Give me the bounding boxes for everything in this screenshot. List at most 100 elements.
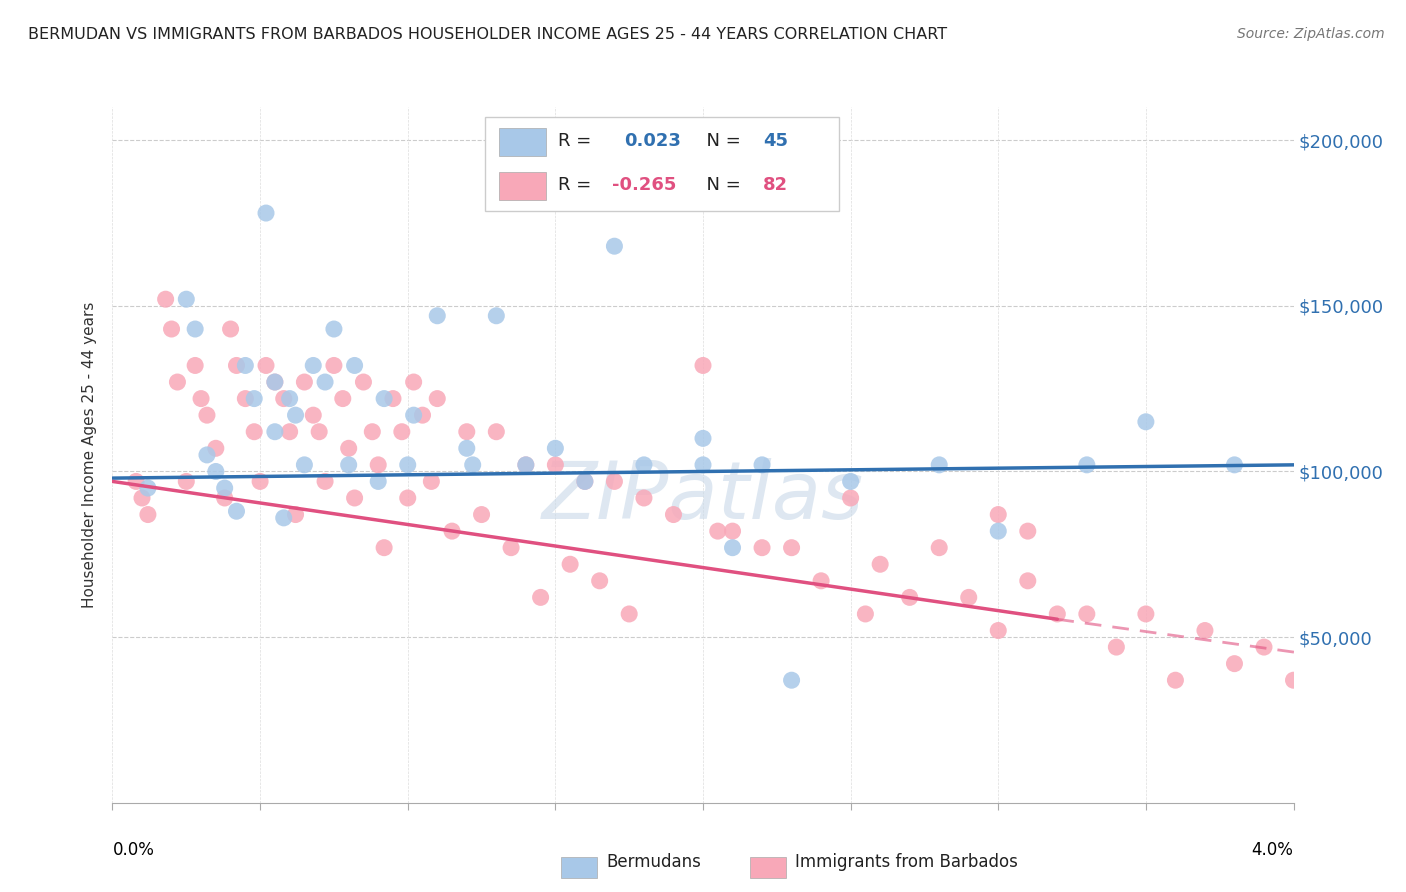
Point [323,322,346,336]
Point [853,607,877,621]
Point [332,392,354,406]
Point [373,392,395,406]
Point [302,359,325,373]
Point [721,541,744,555]
Point [284,408,307,422]
Point [1076,607,1098,621]
Point [367,458,389,472]
Point [485,309,508,323]
Point [662,508,685,522]
Point [515,458,537,472]
Point [136,481,159,495]
Point [1076,458,1098,472]
Point [314,375,336,389]
FancyBboxPatch shape [499,128,546,156]
Point [273,392,295,406]
Point [780,673,803,688]
Point [166,375,188,389]
Point [190,392,212,406]
Point [174,475,197,489]
Point [574,475,596,489]
Point [1223,458,1246,472]
Text: 4.0%: 4.0% [1251,841,1294,859]
Point [987,524,1010,538]
Point [1017,574,1039,588]
Point [692,359,714,373]
Point [560,558,582,572]
Point [214,481,236,495]
Point [987,508,1010,522]
Point [898,591,921,605]
Point [574,475,596,489]
Point [588,574,610,588]
Point [751,541,773,555]
Point [195,408,218,422]
Point [957,591,980,605]
Text: -0.265: -0.265 [612,176,676,194]
Point [412,408,434,422]
Point [603,475,626,489]
Point [373,541,395,555]
Point [928,541,950,555]
Point [501,541,523,555]
Point [205,465,228,479]
Point [125,475,148,489]
Point [810,574,832,588]
Point [337,442,360,456]
Point [426,392,449,406]
Point [529,591,551,605]
Y-axis label: Householder Income Ages 25 - 44 years: Householder Income Ages 25 - 44 years [82,301,97,608]
Point [928,458,950,472]
Point [184,359,207,373]
Text: Bermudans: Bermudans [606,853,702,871]
Point [721,524,744,538]
Text: 82: 82 [763,176,789,194]
Point [633,458,655,472]
Point [544,442,567,456]
Point [456,442,478,456]
Point [254,206,277,220]
Text: 0.023: 0.023 [624,132,681,150]
Point [160,322,183,336]
Point [987,624,1010,638]
Point [292,375,315,389]
Point [839,491,862,505]
Point [367,475,389,489]
Point [780,541,803,555]
Point [839,475,862,489]
Point [214,491,236,505]
Point [155,292,177,306]
Point [314,475,336,489]
Point [254,359,277,373]
Point [195,448,218,462]
Point [619,607,641,621]
Text: N =: N = [695,132,747,150]
Text: BERMUDAN VS IMMIGRANTS FROM BARBADOS HOUSEHOLDER INCOME AGES 25 - 44 YEARS CORRE: BERMUDAN VS IMMIGRANTS FROM BARBADOS HOU… [28,27,948,42]
Text: ZIPatlas: ZIPatlas [541,458,865,536]
Point [233,392,256,406]
Point [544,458,567,472]
Point [456,425,478,439]
Point [1223,657,1246,671]
Point [225,359,247,373]
Point [292,458,315,472]
Point [1253,640,1275,654]
Point [751,458,773,472]
Point [1135,607,1157,621]
Point [692,458,714,472]
Point [264,375,287,389]
Point [1164,673,1187,688]
Point [249,475,271,489]
Point [264,425,287,439]
FancyBboxPatch shape [751,857,786,878]
Point [391,425,413,439]
Point [869,558,891,572]
Point [174,292,197,306]
Point [692,431,714,445]
Point [337,458,360,472]
Point [461,458,484,472]
Point [485,425,508,439]
Point [136,508,159,522]
Text: 45: 45 [763,132,789,150]
Point [278,392,301,406]
